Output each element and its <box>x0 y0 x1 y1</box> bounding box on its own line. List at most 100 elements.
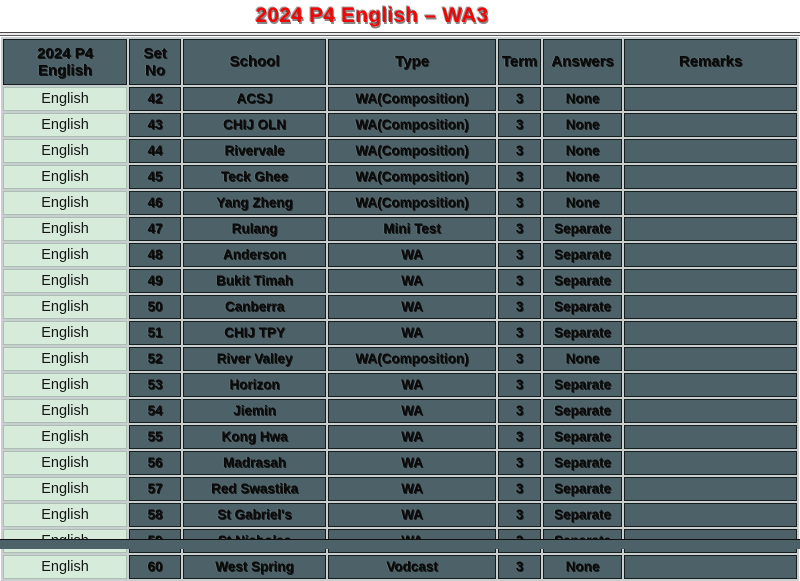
header-term: Term <box>498 39 541 85</box>
school-cell: Horizon <box>183 373 326 397</box>
subject-cell: English <box>3 555 127 579</box>
set-no-cell: 54 <box>129 399 181 423</box>
table-row: English 53 Horizon WA 3 Separate <box>3 373 797 397</box>
type-cell: WA(Composition) <box>328 347 496 371</box>
school-cell: ACSJ <box>183 87 326 111</box>
term-cell: 3 <box>498 373 541 397</box>
answers-cell: Separate <box>543 477 622 501</box>
school-cell: West Spring <box>183 555 326 579</box>
school-cell: Kong Hwa <box>183 425 326 449</box>
remarks-cell <box>624 217 797 241</box>
set-no-cell: 57 <box>129 477 181 501</box>
header-answers: Answers <box>543 39 622 85</box>
subject-cell: English <box>3 87 127 111</box>
answers-cell: Separate <box>543 321 622 345</box>
type-cell: Mini Test <box>328 217 496 241</box>
remarks-cell <box>624 477 797 501</box>
answers-cell: Separate <box>543 269 622 293</box>
set-no-cell: 48 <box>129 243 181 267</box>
table-row: English 49 Bukit Timah WA 3 Separate <box>3 269 797 293</box>
school-cell: Teck Ghee <box>183 165 326 189</box>
answers-cell: Separate <box>543 217 622 241</box>
type-cell: WA(Composition) <box>328 165 496 189</box>
school-cell: Rivervale <box>183 139 326 163</box>
term-cell: 3 <box>498 555 541 579</box>
table-row: English 48 Anderson WA 3 Separate <box>3 243 797 267</box>
table-row: English 47 Rulang Mini Test 3 Separate <box>3 217 797 241</box>
answers-cell: None <box>543 87 622 111</box>
table-row: English 43 CHIJ OLN WA(Composition) 3 None <box>3 113 797 137</box>
term-cell: 3 <box>498 399 541 423</box>
table-row: English 46 Yang Zheng WA(Composition) 3 None <box>3 191 797 215</box>
page-title: 2024 P4 English – WA3 <box>255 4 489 27</box>
set-no-cell: 44 <box>129 139 181 163</box>
remarks-cell <box>624 347 797 371</box>
term-cell: 3 <box>498 165 541 189</box>
title-divider <box>0 32 800 36</box>
type-cell: WA <box>328 477 496 501</box>
set-no-cell: 55 <box>129 425 181 449</box>
table-row: English 56 Madrasah WA 3 Separate <box>3 451 797 475</box>
remarks-cell <box>624 113 797 137</box>
term-cell: 3 <box>498 269 541 293</box>
subject-cell: English <box>3 321 127 345</box>
term-cell: 3 <box>498 217 541 241</box>
remarks-cell <box>624 269 797 293</box>
school-cell: River Valley <box>183 347 326 371</box>
school-cell: Anderson <box>183 243 326 267</box>
header-school: School <box>183 39 326 85</box>
type-cell: Vodcast <box>328 555 496 579</box>
type-cell: WA(Composition) <box>328 87 496 111</box>
school-cell: Yang Zheng <box>183 191 326 215</box>
set-no-cell: 46 <box>129 191 181 215</box>
type-cell: WA <box>328 295 496 319</box>
remarks-cell <box>624 555 797 579</box>
subject-cell: English <box>3 347 127 371</box>
subject-cell: English <box>3 295 127 319</box>
table-row: English 42 ACSJ WA(Composition) 3 None <box>3 87 797 111</box>
answers-cell: Separate <box>543 425 622 449</box>
type-cell: WA <box>328 425 496 449</box>
school-cell: Madrasah <box>183 451 326 475</box>
set-no-cell: 51 <box>129 321 181 345</box>
answers-cell: None <box>543 113 622 137</box>
subject-cell: English <box>3 373 127 397</box>
subject-cell: English <box>3 477 127 501</box>
type-cell: WA <box>328 451 496 475</box>
table-row: English 45 Teck Ghee WA(Composition) 3 None <box>3 165 797 189</box>
table-row: English 44 Rivervale WA(Composition) 3 None <box>3 139 797 163</box>
header-term-label: Term <box>501 53 538 71</box>
term-cell: 3 <box>498 295 541 319</box>
answers-cell: None <box>543 191 622 215</box>
answers-cell: Separate <box>543 295 622 319</box>
header-row: 2024 P4 English Set No School Type Term … <box>3 39 797 85</box>
answers-cell: Separate <box>543 451 622 475</box>
table-row: English 55 Kong Hwa WA 3 Separate <box>3 425 797 449</box>
set-no-cell: 56 <box>129 451 181 475</box>
answers-cell: Separate <box>543 243 622 267</box>
subject-cell: English <box>3 243 127 267</box>
remarks-cell <box>624 321 797 345</box>
answers-cell: Separate <box>543 373 622 397</box>
subject-cell: English <box>3 399 127 423</box>
remarks-cell <box>624 139 797 163</box>
answers-cell: None <box>543 165 622 189</box>
table-body: English 42 ACSJ WA(Composition) 3 None English… <box>3 87 797 579</box>
type-cell: WA <box>328 321 496 345</box>
subject-cell: English <box>3 165 127 189</box>
bottom-partial-row-bar <box>0 539 800 549</box>
term-cell: 3 <box>498 87 541 111</box>
answers-cell: None <box>543 139 622 163</box>
term-cell: 3 <box>498 425 541 449</box>
subject-cell: English <box>3 425 127 449</box>
remarks-cell <box>624 295 797 319</box>
remarks-cell <box>624 373 797 397</box>
term-cell: 3 <box>498 321 541 345</box>
term-cell: 3 <box>498 451 541 475</box>
remarks-cell <box>624 425 797 449</box>
remarks-cell <box>624 165 797 189</box>
header-school-label: School <box>229 53 280 71</box>
header-subject-label: 2024 P4 English <box>37 44 93 79</box>
answers-cell: Separate <box>543 503 622 527</box>
page: 2024 P4 English – WA3 2024 P4 English Se… <box>0 4 800 581</box>
